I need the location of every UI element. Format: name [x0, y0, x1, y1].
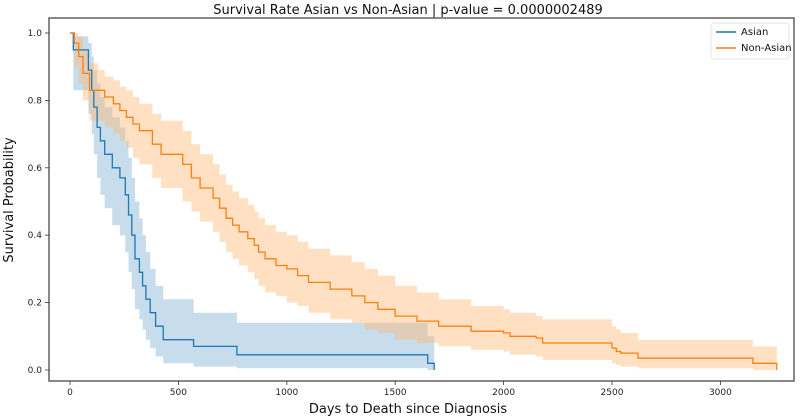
- legend-label-asian: Asian: [741, 27, 768, 38]
- y-tick-label: 0.2: [28, 299, 42, 309]
- ci-band-non-asian: [70, 33, 777, 370]
- survival-line-non-asian: [70, 32, 778, 370]
- y-tick-label: 1.0: [28, 29, 43, 39]
- plot-frame: [48, 17, 795, 382]
- y-axis: 0.0 0.2 0.4 0.6 0.8 1.0: [28, 29, 49, 376]
- y-tick-label: 0.8: [28, 96, 43, 106]
- legend: Asian Non-Asian: [710, 22, 792, 60]
- y-tick-label: 0.6: [28, 164, 43, 174]
- x-tick-label: 1500: [384, 388, 407, 398]
- x-tick-label: 0: [67, 388, 73, 398]
- x-tick-label: 2500: [601, 388, 624, 398]
- x-tick-label: 1000: [275, 388, 298, 398]
- y-tick-label: 0.4: [28, 231, 43, 241]
- ci-band-asian: [70, 33, 435, 370]
- plot-area: [70, 32, 778, 370]
- x-tick-label: 500: [170, 388, 187, 398]
- x-axis-label: Days to Death since Diagnosis: [309, 402, 508, 417]
- survival-line-asian: [70, 32, 435, 370]
- legend-label-non-asian: Non-Asian: [741, 43, 792, 54]
- y-tick-label: 0.0: [28, 366, 43, 376]
- y-axis-label: Survival Probability: [2, 137, 17, 263]
- chart-title: Survival Rate Asian vs Non-Asian | p-val…: [213, 3, 603, 18]
- x-tick-label: 2000: [492, 388, 515, 398]
- x-axis: 0 500 1000 1500 2000 2500 3000: [67, 381, 732, 398]
- x-tick-label: 3000: [709, 388, 732, 398]
